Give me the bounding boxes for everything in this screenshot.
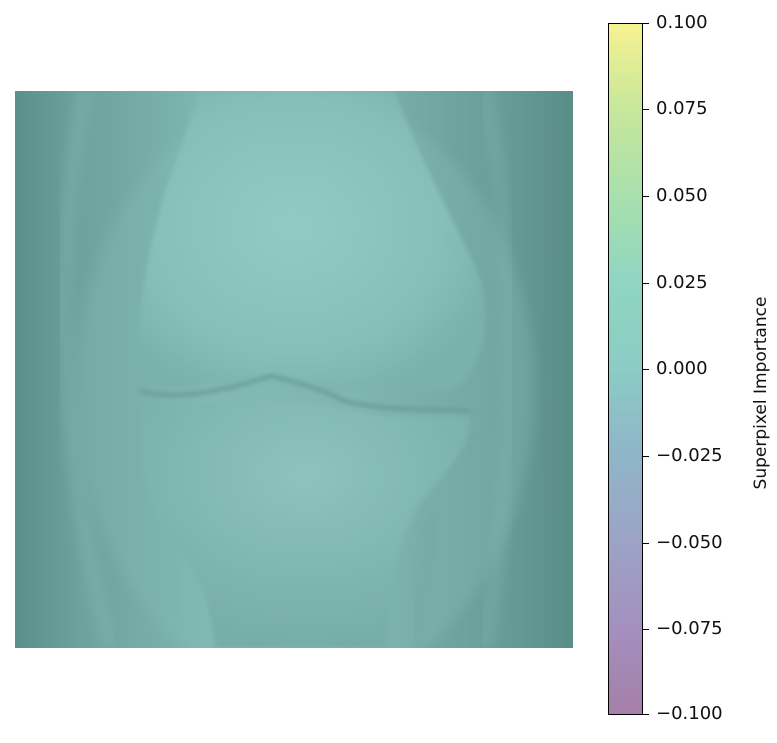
colorbar-tick-label: −0.100 [656,703,723,724]
colorbar-tick [643,629,649,630]
colorbar-tick-label: −0.050 [656,532,723,553]
colorbar-tick [643,109,649,110]
colorbar-tick [643,196,649,197]
colorbar-tick-label: 0.000 [656,358,708,379]
colorbar-tick-label: 0.050 [656,185,708,206]
colorbar-label: Superpixel Importance [751,296,771,490]
colorbar-tick-label: −0.075 [656,618,723,639]
colorbar-tick [643,369,649,370]
colorbar-tick [643,283,649,284]
femur-shape [136,91,486,392]
colorbar-tick [643,456,649,457]
xray-image [15,91,573,648]
colorbar-gradient [608,23,643,715]
colorbar-tick [643,23,649,24]
colorbar-tick-label: 0.025 [656,272,708,293]
colorbar-tick-label: −0.025 [656,445,723,466]
colorbar: 0.100 0.075 0.050 0.025 0.000 −0.025 −0.… [608,14,777,724]
colorbar-tick [643,714,649,715]
colorbar-tick-label: 0.075 [656,98,708,119]
tibia-shape [141,400,471,648]
knee-xray-illustration [15,91,573,648]
colorbar-tick-label: 0.100 [656,12,708,33]
colorbar-tick [643,543,649,544]
